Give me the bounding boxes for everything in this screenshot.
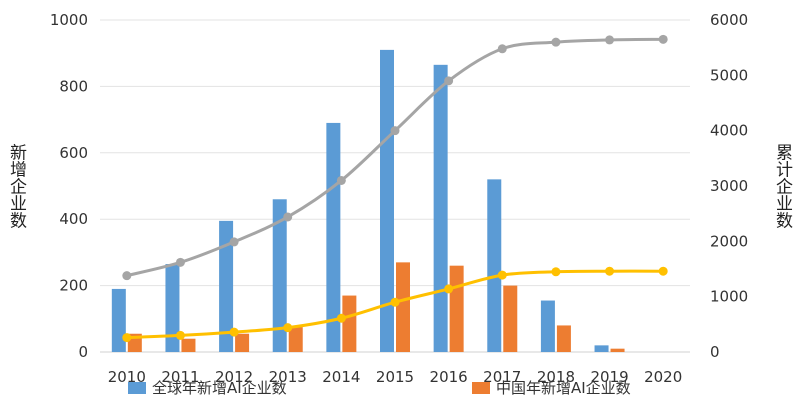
bars	[111, 49, 625, 352]
x-tick-label: 2016	[430, 368, 468, 386]
x-tick-label: 2015	[376, 368, 414, 386]
line-point	[283, 212, 293, 222]
bar	[396, 262, 410, 352]
bar	[165, 264, 180, 352]
line-point	[336, 313, 346, 323]
legend-label: 全球年新增AI企业数	[152, 379, 287, 397]
x-tick-label: 2017	[483, 368, 521, 386]
bar	[449, 265, 464, 352]
line-point	[605, 266, 615, 276]
line-point	[283, 323, 293, 333]
left-tick-label: 600	[59, 144, 88, 162]
bar	[487, 179, 502, 352]
left-tick-label: 1000	[50, 11, 88, 29]
left-tick-label: 800	[59, 77, 88, 95]
line-point	[122, 333, 132, 343]
right-tick-label: 5000	[710, 66, 748, 84]
bar	[433, 64, 448, 352]
bar	[111, 288, 126, 352]
line-point	[229, 237, 239, 247]
line-point	[658, 266, 668, 276]
legend-swatch	[472, 382, 490, 394]
line-point	[175, 257, 185, 267]
line-point	[229, 327, 239, 337]
right-tick-label: 6000	[710, 11, 748, 29]
line-point	[175, 330, 185, 340]
bar	[288, 327, 303, 352]
bar	[610, 348, 625, 352]
bar	[594, 345, 609, 352]
line-point	[444, 284, 454, 294]
left-tick-label: 200	[59, 277, 88, 295]
left-tick-label: 0	[78, 343, 88, 361]
right-tick-label: 4000	[710, 122, 748, 140]
right-tick-label: 0	[710, 343, 720, 361]
right-tick-label: 2000	[710, 232, 748, 250]
line-point	[605, 35, 615, 45]
x-tick-label: 2018	[537, 368, 575, 386]
line-point	[658, 34, 668, 44]
bar	[556, 325, 571, 352]
bar	[326, 122, 341, 352]
x-tick-label: 2019	[590, 368, 628, 386]
line-point	[122, 271, 132, 281]
line-point	[497, 270, 507, 280]
bar	[342, 295, 357, 352]
line-point	[336, 175, 346, 185]
line-point	[390, 126, 400, 136]
right-tick-label: 3000	[710, 177, 748, 195]
x-tick-label: 2014	[322, 368, 360, 386]
x-tick-label: 2010	[108, 368, 146, 386]
legend-label: 中国年新增AI企业数	[496, 379, 631, 397]
left-axis-title: 新增企业数	[6, 143, 27, 228]
bar	[272, 199, 287, 352]
right-tick-label: 1000	[710, 288, 748, 306]
x-tick-label: 2013	[269, 368, 307, 386]
lines	[122, 34, 668, 343]
axes: 0 200 400 600 800 1000 0 1000 2000 3000 4000 5000 60…	[50, 11, 748, 386]
legend: 全球年新增AI企业数 中国年新增AI企业数	[128, 379, 631, 397]
line-point	[390, 297, 400, 307]
bar	[235, 333, 250, 352]
line-point	[551, 267, 561, 277]
bar	[503, 285, 518, 352]
bar	[181, 338, 196, 352]
legend-swatch	[128, 382, 146, 394]
x-tick-label: 2012	[215, 368, 253, 386]
bar	[219, 220, 234, 352]
right-axis-title: 累计企业数	[772, 143, 793, 228]
x-tick-label: 2011	[161, 368, 199, 386]
line-point	[444, 76, 454, 86]
bar	[380, 49, 394, 352]
left-tick-label: 400	[59, 210, 88, 228]
series-line	[126, 37, 664, 278]
line-point	[497, 44, 507, 54]
line-point	[551, 37, 561, 47]
grid-lines	[100, 19, 690, 353]
x-tick-label: 2020	[644, 368, 682, 386]
bar	[540, 300, 555, 352]
